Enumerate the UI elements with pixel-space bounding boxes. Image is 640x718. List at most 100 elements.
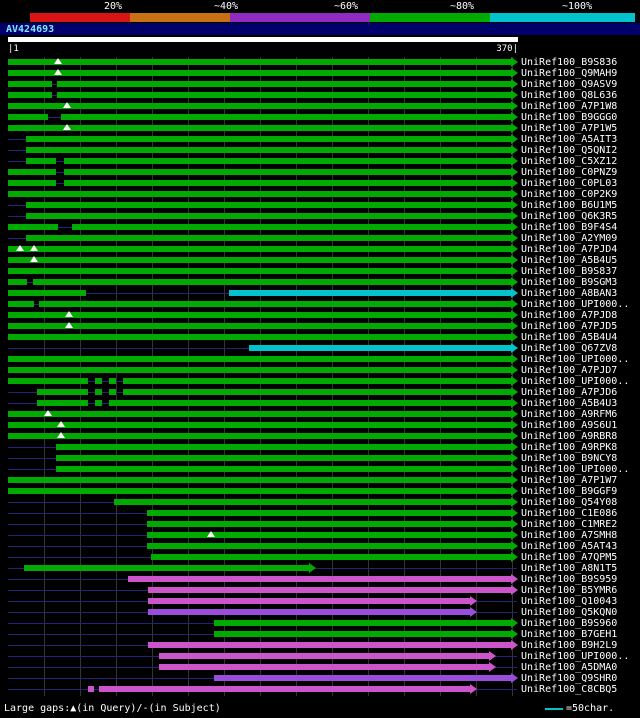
arrow-head-icon[interactable] [511,233,518,243]
hit-label[interactable]: UniRef100_A7QPM5 [521,552,618,563]
hit-label[interactable]: UniRef100_UPI000.. [521,376,630,387]
alignment-bar[interactable] [147,543,511,549]
arrow-head-icon[interactable] [511,310,518,320]
alignment-bar[interactable] [213,620,511,626]
hit-label[interactable]: UniRef100_B9F4S4 [521,222,618,233]
alignment-bar[interactable] [8,312,511,318]
arrow-head-icon[interactable] [511,508,518,518]
hit-label[interactable]: UniRef100_A7P1W8 [521,101,618,112]
alignment-bar[interactable] [249,345,511,351]
arrow-head-icon[interactable] [511,530,518,540]
alignment-bar[interactable] [127,576,511,582]
hit-label[interactable]: UniRef100_A8BAN3 [521,288,618,299]
alignment-bar[interactable] [159,664,490,670]
alignment-bar[interactable] [8,290,86,296]
alignment-bar[interactable] [36,400,89,406]
alignment-bar[interactable] [147,510,511,516]
alignment-bar[interactable] [61,114,511,120]
hit-label[interactable]: UniRef100_B9NCY8 [521,453,618,464]
arrow-head-icon[interactable] [470,596,478,606]
arrow-head-icon[interactable] [309,563,317,573]
alignment-bar[interactable] [57,81,511,87]
alignment-bar[interactable] [55,444,511,450]
hit-label[interactable]: UniRef100_Q67ZV8 [521,343,618,354]
alignment-bar[interactable] [24,565,310,571]
alignment-bar[interactable] [55,466,511,472]
arrow-head-icon[interactable] [470,684,478,694]
alignment-bar[interactable] [72,224,511,230]
arrow-head-icon[interactable] [511,552,518,562]
hit-label[interactable]: UniRef100_A7P1W5 [521,123,618,134]
arrow-head-icon[interactable] [511,90,518,100]
hit-label[interactable]: UniRef100_Q5KQN0 [521,607,618,618]
alignment-bar[interactable] [8,268,511,274]
alignment-bar[interactable] [63,169,511,175]
alignment-bar[interactable] [8,191,511,197]
arrow-head-icon[interactable] [511,244,518,254]
alignment-bar[interactable] [122,389,511,395]
hit-label[interactable]: UniRef100_A9RPK8 [521,442,618,453]
alignment-bar[interactable] [148,609,471,615]
hit-label[interactable]: UniRef100_B5YMR6 [521,585,618,596]
alignment-bar[interactable] [95,378,103,384]
arrow-head-icon[interactable] [511,101,518,111]
hit-label[interactable]: UniRef100_A7PJD7 [521,365,618,376]
hit-label[interactable]: UniRef100_A9RBR8 [521,431,618,442]
hit-label[interactable]: UniRef100_A5B4U4 [521,332,618,343]
alignment-bar[interactable] [148,598,471,604]
alignment-bar[interactable] [95,400,103,406]
arrow-head-icon[interactable] [511,629,518,639]
alignment-bar[interactable] [8,488,511,494]
arrow-head-icon[interactable] [511,156,518,166]
arrow-head-icon[interactable] [511,673,518,683]
arrow-head-icon[interactable] [511,387,518,397]
hit-label[interactable]: UniRef100_A8N1T5 [521,563,618,574]
hit-label[interactable]: UniRef100_B9GGF9 [521,486,618,497]
alignment-bar[interactable] [213,675,511,681]
arrow-head-icon[interactable] [511,266,518,276]
alignment-bar[interactable] [95,389,103,395]
arrow-head-icon[interactable] [511,453,518,463]
arrow-head-icon[interactable] [511,178,518,188]
arrow-head-icon[interactable] [489,662,497,672]
arrow-head-icon[interactable] [511,585,518,595]
alignment-bar[interactable] [108,378,116,384]
arrow-head-icon[interactable] [511,409,518,419]
arrow-head-icon[interactable] [511,321,518,331]
hit-label[interactable]: UniRef100_Q6K3R5 [521,211,618,222]
hit-label[interactable]: UniRef100_A7PJD8 [521,310,618,321]
arrow-head-icon[interactable] [511,299,518,309]
hit-label[interactable]: UniRef100_UPI000.. [521,651,630,662]
alignment-bar[interactable] [25,202,511,208]
hit-label[interactable]: UniRef100_C1MRE2 [521,519,618,530]
hit-label[interactable]: UniRef100_C0PL03 [521,178,618,189]
alignment-bar[interactable] [8,334,511,340]
arrow-head-icon[interactable] [511,541,518,551]
alignment-bar[interactable] [8,103,511,109]
alignment-bar[interactable] [148,642,511,648]
hit-label[interactable]: UniRef100_B9S837 [521,266,618,277]
hit-label[interactable]: UniRef100_A5AT43 [521,541,618,552]
arrow-head-icon[interactable] [511,123,518,133]
alignment-bar[interactable] [8,257,511,263]
alignment-bar[interactable] [8,356,511,362]
hit-label[interactable]: UniRef100_C0P2K9 [521,189,618,200]
alignment-bar[interactable] [8,246,511,252]
alignment-bar[interactable] [8,411,511,417]
hit-label[interactable]: UniRef100_B9S960 [521,618,618,629]
alignment-bar[interactable] [8,70,511,76]
arrow-head-icon[interactable] [511,68,518,78]
hit-label[interactable]: UniRef100_UPI000.. [521,299,630,310]
hit-label[interactable]: UniRef100_A7SMH8 [521,530,618,541]
arrow-head-icon[interactable] [470,607,478,617]
hit-label[interactable]: UniRef100_C8CBQ5 [521,684,618,695]
arrow-head-icon[interactable] [511,200,518,210]
hit-label[interactable]: UniRef100_Q8L636 [521,90,618,101]
alignment-bar[interactable] [8,323,511,329]
hit-label[interactable]: UniRef100_B9S959 [521,574,618,585]
arrow-head-icon[interactable] [511,519,518,529]
arrow-head-icon[interactable] [489,651,497,661]
arrow-head-icon[interactable] [511,57,518,67]
alignment-bar[interactable] [25,136,511,142]
hit-label[interactable]: UniRef100_Q5QNI2 [521,145,618,156]
